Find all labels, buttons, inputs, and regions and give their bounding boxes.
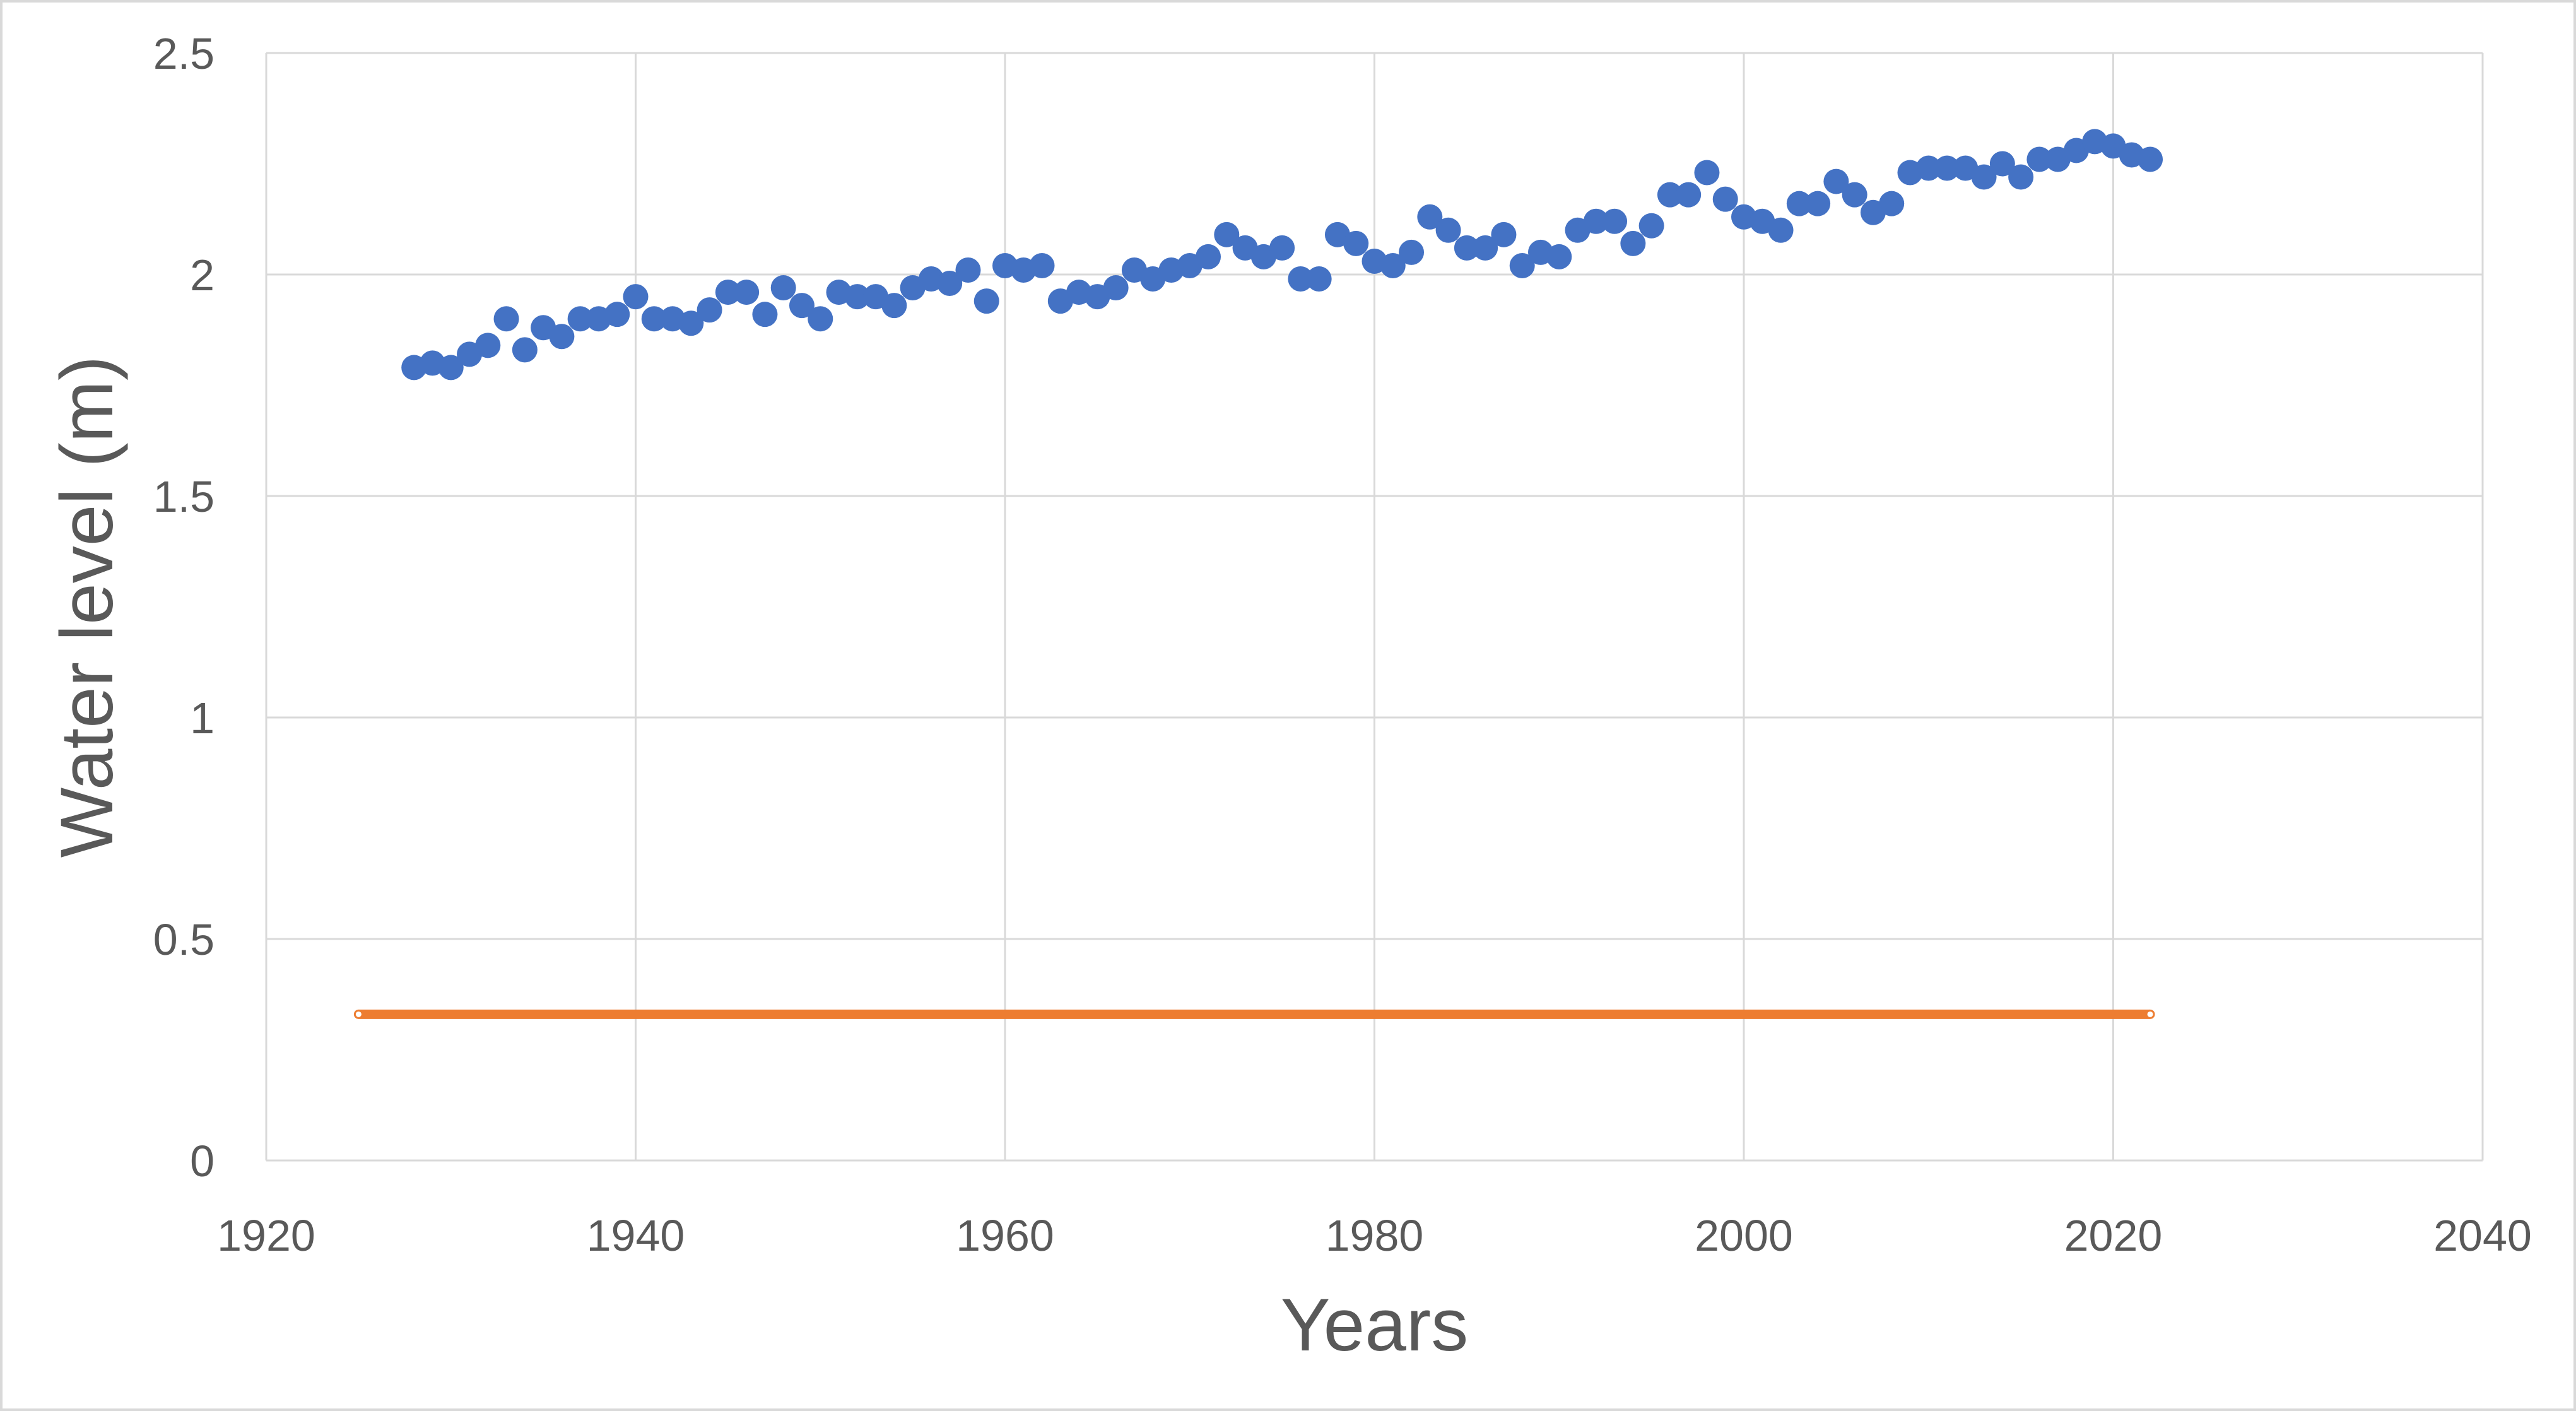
data-point (1029, 252, 1055, 278)
data-point (1454, 235, 1479, 261)
x-tick-label: 1940 (587, 1211, 685, 1260)
data-point (1971, 164, 1997, 190)
data-point (1399, 239, 1425, 265)
y-tick-label: 0.5 (153, 915, 215, 964)
y-tick-label: 2 (190, 251, 215, 300)
data-point (512, 337, 538, 363)
x-tick-label: 1960 (956, 1211, 1054, 1260)
data-point (1288, 266, 1314, 292)
series-layer (353, 129, 2163, 1019)
y-tick-label: 2.5 (153, 29, 215, 78)
data-point (1343, 230, 1369, 256)
data-point (937, 271, 963, 297)
data-point (1657, 182, 1683, 208)
data-point (2138, 146, 2163, 172)
data-point (2026, 146, 2052, 172)
data-point (881, 293, 907, 319)
data-point (604, 302, 630, 328)
data-point (438, 355, 464, 381)
x-tick-label: 2020 (2064, 1211, 2163, 1260)
data-point (955, 257, 981, 283)
data-point (1602, 208, 1628, 234)
data-point (641, 306, 667, 332)
data-point (623, 284, 649, 310)
data-point (1842, 182, 1867, 208)
data-point (1638, 213, 1664, 239)
data-point (1214, 221, 1240, 247)
data-point (973, 288, 999, 314)
x-tick-label: 2040 (2433, 1211, 2532, 1260)
data-point (475, 333, 501, 358)
data-point (1103, 275, 1129, 301)
data-point (1546, 244, 1572, 269)
y-tick-label: 1.5 (153, 472, 215, 521)
data-point (1583, 208, 1609, 234)
x-tick-label: 1980 (1326, 1211, 1424, 1260)
y-tick-label: 0 (190, 1136, 215, 1186)
data-point (1306, 266, 1332, 292)
data-point (493, 306, 519, 332)
x-tick-label: 1920 (217, 1211, 315, 1260)
line-endpoint (353, 1009, 363, 1019)
data-point (549, 324, 575, 350)
data-point (1934, 155, 1960, 181)
y-axis-title: Water level (m) (45, 356, 129, 858)
data-point (1196, 244, 1221, 269)
data-point (1694, 160, 1720, 186)
data-point (1805, 191, 1831, 216)
data-point (1712, 186, 1738, 212)
data-point (567, 306, 593, 332)
data-point (1491, 221, 1517, 247)
data-point (1417, 204, 1443, 230)
data-point (2008, 164, 2034, 190)
x-tick-label: 2000 (1695, 1211, 1793, 1260)
data-point (1989, 151, 2015, 177)
gridlines (265, 52, 2484, 1162)
data-point (752, 302, 778, 328)
data-point (1915, 155, 1941, 181)
data-point (808, 306, 833, 332)
data-point (1676, 182, 1702, 208)
data-point (1768, 217, 1794, 243)
data-point (1879, 191, 1905, 216)
x-axis-title: Years (1281, 1284, 1468, 1367)
data-point (697, 297, 722, 323)
data-point (1380, 252, 1406, 278)
tick-labels: 0 0.5 1 1.5 2 2.5 1920 1940 1960 1980 2000 2020 2040 (153, 29, 2532, 1260)
data-point (1473, 235, 1498, 261)
data-point (1509, 252, 1535, 278)
data-point (715, 280, 741, 305)
data-point (1786, 191, 1812, 216)
line-endpoint (2145, 1009, 2155, 1019)
data-point (734, 280, 760, 305)
data-point (678, 310, 704, 336)
data-point (844, 284, 870, 310)
data-point (770, 275, 796, 301)
data-point (1435, 217, 1461, 243)
data-point (789, 293, 815, 319)
data-point (1269, 235, 1295, 261)
data-point (1620, 230, 1646, 256)
y-tick-label: 1 (190, 694, 215, 743)
data-point (1823, 168, 1849, 194)
